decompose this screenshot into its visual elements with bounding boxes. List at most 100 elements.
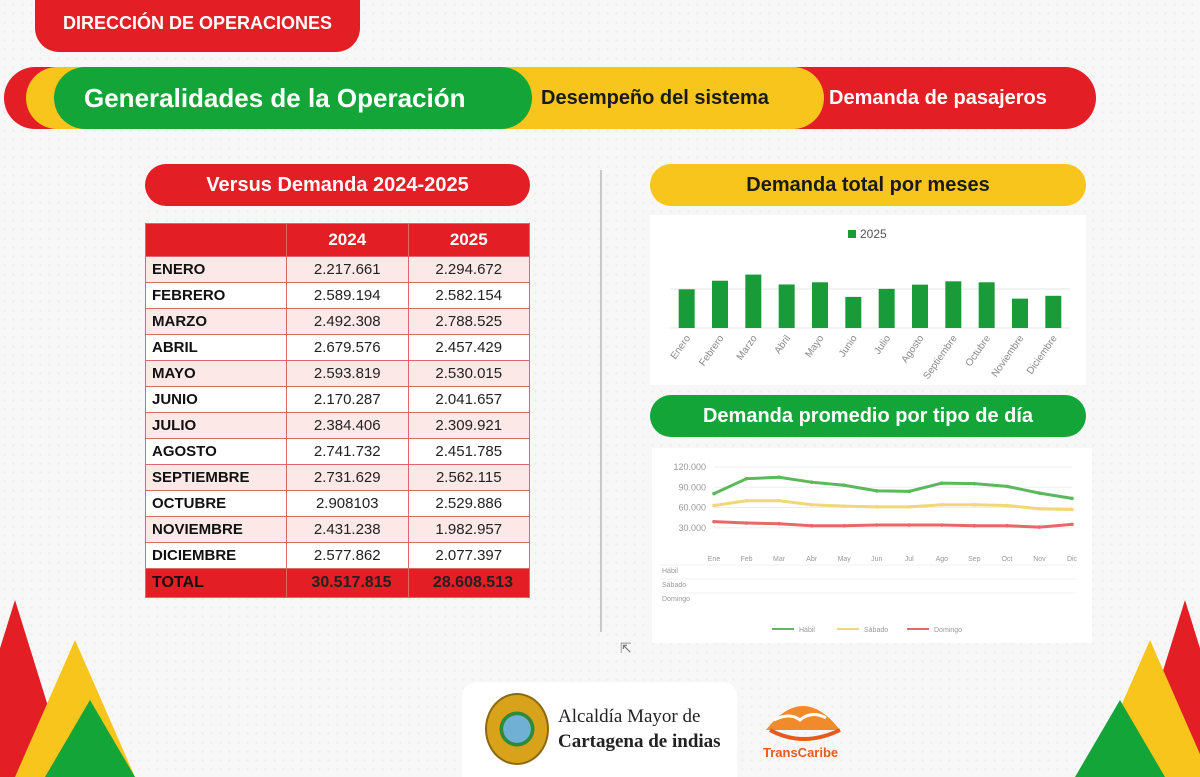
corner-triangle-green-left <box>45 700 135 777</box>
value-2024-cell: 2.589.194 <box>286 282 409 309</box>
x-tick-label: Mayo <box>803 333 826 360</box>
x-tick-label: Dic <box>1067 556 1078 563</box>
month-cell: DICIEMBRE <box>145 542 287 569</box>
legend-label: 2025 <box>860 227 887 241</box>
value-2025-cell: 1.982.957 <box>407 516 530 543</box>
tab-demanda[interactable]: Demanda de pasajeros <box>829 86 1047 109</box>
value-2024-cell: 2.170.287 <box>286 386 409 413</box>
table-total-row: TOTAL 30.517.815 28.608.513 <box>145 568 530 598</box>
table-row: DICIEMBRE 2.577.862 2.077.397 <box>145 542 530 569</box>
table-row: ENERO 2.217.661 2.294.672 <box>145 256 530 283</box>
table-row: JUNIO 2.170.287 2.041.657 <box>145 386 530 413</box>
series-point <box>907 505 912 509</box>
series-point <box>777 521 781 526</box>
x-tick-label: Abr <box>806 556 818 563</box>
x-tick-label: Feb <box>741 556 753 563</box>
bar <box>978 282 995 328</box>
value-2025-cell: 2.041.657 <box>407 386 530 413</box>
value-2025-cell: 2.582.154 <box>407 282 530 309</box>
y-tick-label: 30.000 <box>678 523 706 533</box>
value-2025-cell: 2.788.525 <box>407 308 530 335</box>
x-tick-label: Marzo <box>735 333 760 362</box>
total-label: TOTAL <box>145 568 287 598</box>
month-cell: NOVIEMBRE <box>145 516 287 543</box>
series-point <box>777 498 781 503</box>
transcaribe-brand-text: TransCaribe <box>763 745 839 760</box>
month-cell: MARZO <box>145 308 287 335</box>
bar-chart-title: Demanda total por meses <box>650 164 1086 206</box>
data-table-row-label: Domingo <box>662 596 690 603</box>
x-tick-label: Noviembre <box>990 333 1027 379</box>
x-tick-label: Octubre <box>964 333 994 369</box>
total-2024: 30.517.815 <box>286 568 409 598</box>
table-row: NOVIEMBRE 2.431.238 1.982.957 <box>145 516 530 543</box>
series-point <box>1037 525 1042 529</box>
bar <box>1045 295 1062 328</box>
section-badge-label: DIRECCIÓN DE OPERACIONES <box>62 13 333 33</box>
value-2025-cell: 2.529.886 <box>407 490 530 517</box>
series-point <box>972 523 977 528</box>
x-tick-label: Oct <box>1001 556 1012 563</box>
series-point <box>907 489 912 494</box>
table-header-month <box>145 223 287 257</box>
value-2024-cell: 2.492.308 <box>286 308 409 335</box>
series-point <box>874 505 879 509</box>
tab-generalidades[interactable]: Generalidades de la Operación <box>84 82 466 113</box>
x-tick-label: Diciembre <box>1025 333 1060 377</box>
series-point <box>712 519 716 524</box>
x-tick-label: Sep <box>968 556 981 563</box>
series-point <box>874 489 879 493</box>
series-point <box>907 523 912 527</box>
series-point <box>972 503 977 507</box>
x-tick-label: Nov <box>1033 556 1046 563</box>
month-cell: JULIO <box>145 412 287 439</box>
bar <box>845 296 862 328</box>
series-point <box>744 521 749 525</box>
tab-desempeno[interactable]: Desempeño del sistema <box>541 86 769 109</box>
value-2025-cell: 2.530.015 <box>407 360 530 387</box>
bar <box>812 282 828 328</box>
tab-generalidades-bg <box>54 67 532 129</box>
total-2025: 28.608.513 <box>407 568 530 598</box>
x-tick-label: Junio <box>837 333 860 359</box>
table-row: AGOSTO 2.741.732 2.451.785 <box>145 438 530 465</box>
x-tick-label: Enero <box>669 333 694 362</box>
value-2024-cell: 2.731.629 <box>286 464 409 491</box>
table-row: MARZO 2.492.308 2.788.525 <box>145 308 530 335</box>
value-2025-cell: 2.294.672 <box>407 256 530 283</box>
series-point <box>1005 484 1009 489</box>
transcaribe-logo-icon <box>766 706 841 741</box>
table-header-row: 2024 2025 <box>145 223 530 257</box>
value-2025-cell: 2.077.397 <box>407 542 530 569</box>
series-point <box>809 503 814 507</box>
line-chart-panel: 120.000 90.000 60.000 30.000 Ene Feb Mar Abr May… <box>652 448 1092 643</box>
series-point <box>940 481 944 485</box>
month-cell: MAYO <box>145 360 287 387</box>
series-point <box>809 480 814 484</box>
org-name-line2: Cartagena de indias <box>558 731 721 752</box>
value-2024-cell: 2.217.661 <box>286 256 409 283</box>
series-point <box>1070 522 1074 527</box>
legend-swatch <box>848 230 856 238</box>
table-row: ABRIL 2.679.576 2.457.429 <box>145 334 530 361</box>
series-point <box>874 523 879 527</box>
table-row: FEBRERO 2.589.194 2.582.154 <box>145 282 530 309</box>
value-2024-cell: 2.577.862 <box>286 542 409 569</box>
mouse-cursor-icon: ⇱ <box>620 640 632 656</box>
series-point <box>1005 503 1009 508</box>
series-point <box>777 475 781 480</box>
bar <box>1012 298 1028 328</box>
x-tick-label: Agosto <box>900 333 927 365</box>
bar <box>778 284 795 328</box>
value-2024-cell: 2.593.819 <box>286 360 409 387</box>
x-tick-label: Ene <box>708 556 721 563</box>
versus-title: Versus Demanda 2024-2025 <box>145 164 530 206</box>
bar <box>945 281 962 328</box>
y-tick-label: 60.000 <box>678 503 706 513</box>
city-seal-icon <box>485 693 549 765</box>
bar <box>745 274 762 328</box>
bar-chart-panel: 2025 Enero Febrero Marzo Abril Mayo Junio Julio… <box>650 215 1086 385</box>
x-tick-label: Septiembre <box>921 333 960 382</box>
x-tick-label: Mar <box>773 556 786 563</box>
line-chart-title: Demanda promedio por tipo de día <box>650 395 1086 437</box>
